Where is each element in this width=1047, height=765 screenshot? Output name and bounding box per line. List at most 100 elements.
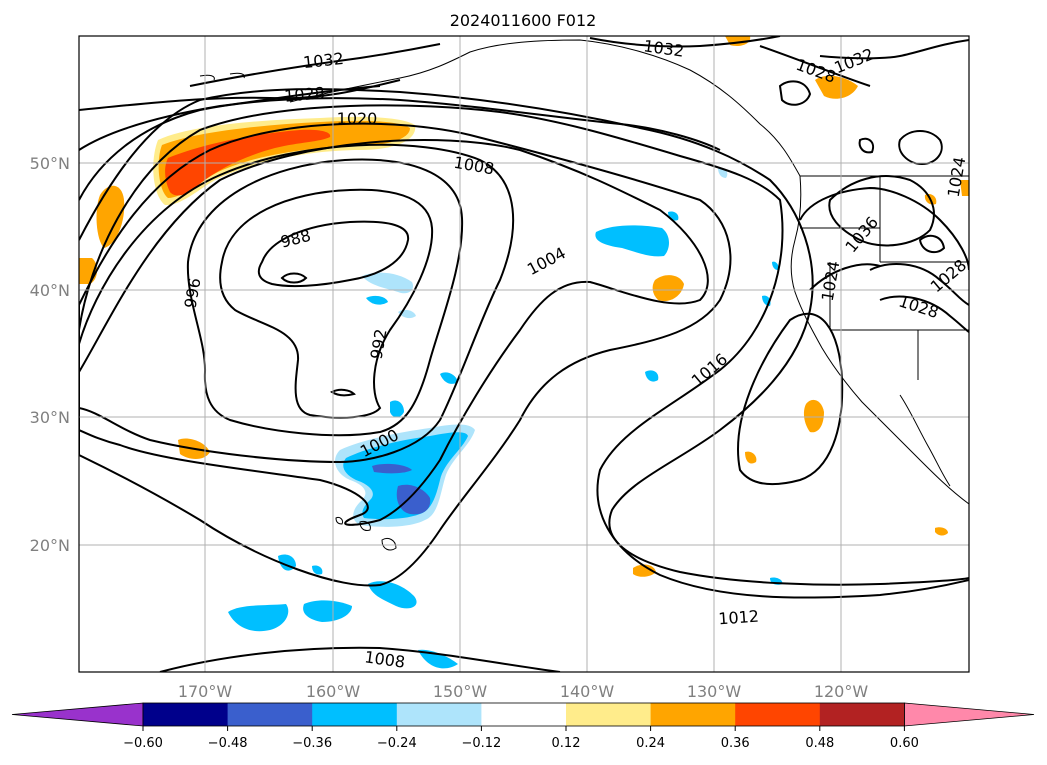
colorbar-tick-label: −0.48 <box>208 736 248 751</box>
colorbar-tick-label: 0.24 <box>636 736 665 751</box>
colorbar-tick-label: 0.12 <box>552 736 581 751</box>
colorbar-segment <box>396 703 482 726</box>
colorbar-tick-label: 0.60 <box>890 736 919 751</box>
colorbar-segment <box>481 703 567 726</box>
colorbar-extend-low <box>11 702 144 727</box>
colorbar-segment <box>227 703 313 726</box>
contour-1004 <box>79 139 709 526</box>
positive-anomaly-shading <box>79 36 969 577</box>
negative-region-south-3 <box>368 581 417 609</box>
colorbar-segment <box>735 703 821 726</box>
lat-label: 30°N <box>30 408 70 427</box>
colorbar-tick-label: 0.48 <box>805 736 834 751</box>
positive-region-small-9 <box>960 180 969 196</box>
map-title: 2024011600 F012 <box>450 11 597 30</box>
lat-label: 20°N <box>30 536 70 555</box>
colorbar-tick-label: −0.60 <box>123 736 163 751</box>
contour-1028-ne <box>759 45 871 87</box>
negative-region-central-mid <box>343 432 468 520</box>
coastline-north-america-west <box>790 175 969 505</box>
contour-988-inner <box>280 272 308 284</box>
contour-label: 1012 <box>718 607 760 629</box>
lon-label: 120°W <box>814 682 869 701</box>
negative-region-northeast <box>595 225 669 257</box>
contour-northeast-scribble <box>898 130 943 166</box>
negative-region-south-6 <box>418 649 458 669</box>
colorbar-extend-high <box>904 702 1035 727</box>
map-frame <box>78 35 970 673</box>
coastline-baja <box>899 394 951 487</box>
positive-region-west-strip <box>96 185 125 248</box>
latitude-labels: 50°N 40°N 30°N 20°N <box>30 154 70 555</box>
colorbar-tick-label: 0.36 <box>721 736 750 751</box>
lat-label: 40°N <box>30 281 70 300</box>
contour-ne-rim <box>879 295 969 333</box>
contour-1024 <box>79 85 381 151</box>
contour-1032 <box>189 43 441 87</box>
contour-ne-small-2 <box>778 80 812 106</box>
positive-region-northwest-mid <box>158 120 410 198</box>
coastline-alaska <box>289 39 801 177</box>
colorbar: −0.60 −0.48 −0.36 −0.24 −0.12 0.12 0.24 0.36 0.4… <box>11 702 1035 751</box>
contour-1024-se <box>809 263 881 291</box>
contour-1008-south <box>159 646 561 672</box>
island-hawaii-3 <box>335 517 343 525</box>
colorbar-segment <box>143 703 229 726</box>
contour-1008-north <box>79 122 732 587</box>
contour-1012 <box>79 104 969 599</box>
coastlines <box>199 39 969 551</box>
contour-1028 <box>79 79 401 111</box>
negative-region-south-5 <box>312 565 323 575</box>
lon-label: 130°W <box>687 682 742 701</box>
positive-region-small-7 <box>745 451 757 464</box>
contour-1028-east <box>869 263 969 306</box>
positive-region-small-8 <box>935 527 948 536</box>
lon-label: 160°W <box>306 682 361 701</box>
pressure-contours <box>79 36 969 672</box>
positive-region-small-4 <box>815 75 858 99</box>
contour-1036-east <box>828 175 935 247</box>
colorbar-tick-label: −0.12 <box>461 736 501 751</box>
longitude-labels: 170°W 160°W 150°W 140°W 130°W 120°W <box>178 682 869 701</box>
negative-region-mid-5 <box>440 372 458 384</box>
negative-anomaly-shading <box>228 167 783 669</box>
contour-992-inner <box>330 388 356 397</box>
negative-region-mid-1 <box>362 272 414 294</box>
colorbar-segment <box>312 703 398 726</box>
contour-label: 1032 <box>302 49 344 72</box>
lon-label: 150°W <box>433 682 488 701</box>
negative-region-east-1 <box>645 370 659 382</box>
positive-region-small-2 <box>652 275 684 302</box>
contour-992 <box>219 188 434 419</box>
island-hawaii-1 <box>359 521 371 531</box>
negative-region-central-strong-2 <box>372 463 412 474</box>
island-hawaii-2 <box>381 537 397 551</box>
colorbar-outline <box>142 702 905 727</box>
contour-label: 1020 <box>337 109 378 128</box>
negative-region-mid-4 <box>390 400 404 418</box>
contour-988 <box>257 220 410 288</box>
positive-region-small-3 <box>803 399 824 433</box>
aleutians <box>199 72 245 81</box>
contour-1032-north <box>589 36 781 48</box>
positive-region-small-6 <box>633 564 656 577</box>
negative-region-south-1 <box>228 604 289 632</box>
colorbar-tick-label: −0.36 <box>292 736 332 751</box>
lon-label: 170°W <box>178 682 233 701</box>
contour-label: 1028 <box>283 83 325 105</box>
negative-region-east-5 <box>772 261 779 270</box>
contour-ne-small-1 <box>918 234 946 254</box>
colorbar-segment <box>650 703 736 726</box>
contour-1016 <box>79 88 969 586</box>
contour-996 <box>186 158 464 437</box>
lat-label: 50°N <box>30 154 70 173</box>
state-borders <box>800 175 969 380</box>
contour-ne-small-3 <box>858 137 874 154</box>
negative-region-south-2 <box>303 600 352 622</box>
colorbar-tick-label: −0.24 <box>377 736 417 751</box>
negative-region-central-strong <box>396 484 431 515</box>
positive-region-northwest-strong <box>165 129 331 196</box>
colorbar-segment <box>566 703 652 726</box>
negative-region-mid-2 <box>366 295 388 305</box>
